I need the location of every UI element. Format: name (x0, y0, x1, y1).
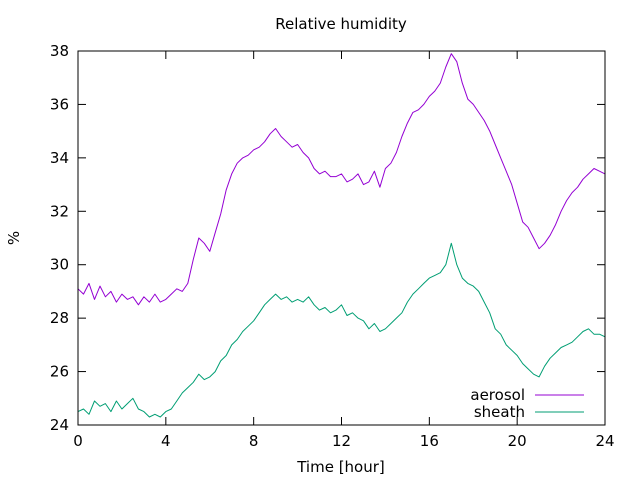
y-axis-label: % (5, 231, 23, 245)
x-tick-label: 24 (595, 432, 614, 450)
x-tick-label: 4 (161, 432, 171, 450)
x-tick-label: 16 (420, 432, 439, 450)
y-tick-label: 30 (50, 256, 69, 274)
axis-ticks: 24 26 28 30 32 34 36 38 0 4 8 12 16 20 24 (50, 42, 615, 450)
plot-frame (77, 50, 606, 426)
legend-label-sheath: sheath (474, 403, 525, 421)
y-tick-label: 38 (50, 42, 69, 60)
y-tick-label: 32 (50, 202, 69, 220)
x-tick-label: 12 (332, 432, 351, 450)
y-tick-label: 26 (50, 363, 69, 381)
chart-title: Relative humidity (275, 15, 407, 33)
y-tick-label: 24 (50, 416, 69, 434)
x-axis-label: Time [hour] (296, 458, 385, 476)
series-line-sheath (77, 242, 606, 418)
series-line-aerosol (77, 53, 606, 306)
x-tick-label: 8 (249, 432, 259, 450)
x-tick-label: 20 (508, 432, 527, 450)
legend-label-aerosol: aerosol (470, 386, 525, 404)
y-tick-label: 34 (50, 149, 69, 167)
series-group (77, 53, 606, 418)
y-tick-label: 28 (50, 309, 69, 327)
x-tick-label: 0 (73, 432, 83, 450)
y-tick-label: 36 (50, 95, 69, 113)
